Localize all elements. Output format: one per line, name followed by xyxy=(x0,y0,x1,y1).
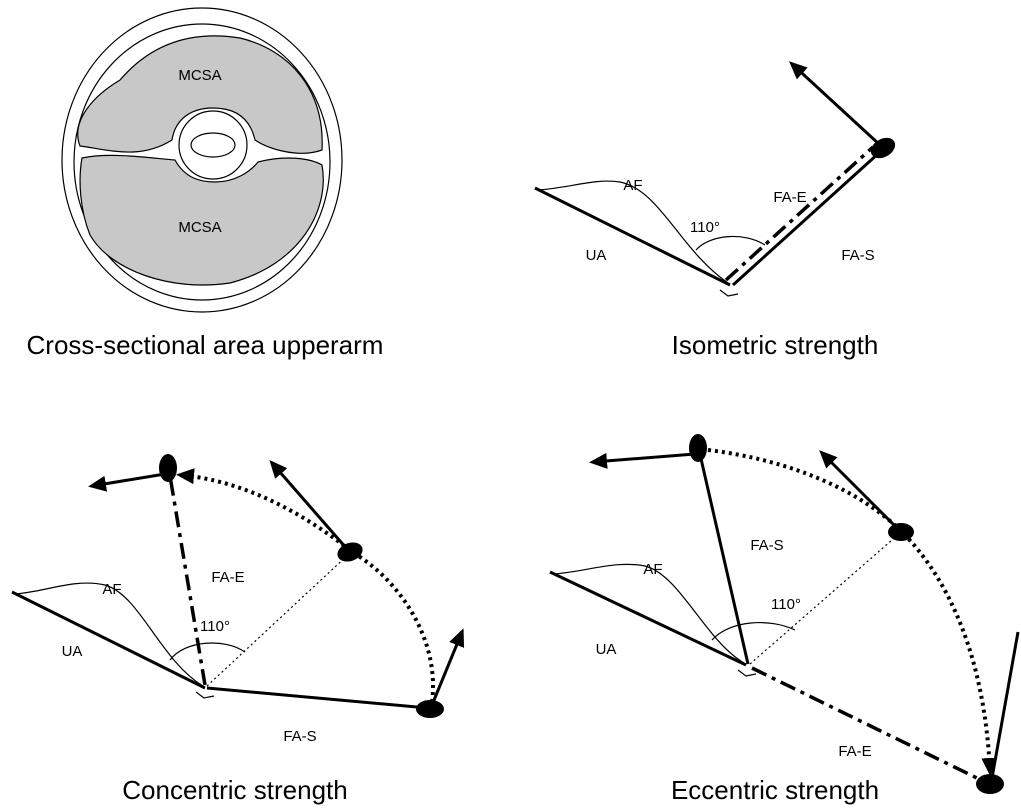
label: FA-S xyxy=(750,537,783,554)
label: AF xyxy=(623,177,642,194)
label: MCSA xyxy=(178,67,221,84)
label: FA-E xyxy=(211,569,244,586)
label: FA-E xyxy=(838,743,871,760)
label: AF xyxy=(102,581,121,598)
cross-section: MCSA MCSA Cross-sectional area upperarm xyxy=(27,7,384,360)
label: FA-S xyxy=(283,728,316,745)
label: 110° xyxy=(690,219,720,236)
label: MCSA xyxy=(178,219,221,236)
concentric: AF FA-E 110° UA FA-S Concentric strength xyxy=(11,454,465,805)
caption: Concentric strength xyxy=(122,775,347,805)
label: 110° xyxy=(771,596,801,613)
label: UA xyxy=(62,643,83,660)
eccentric: AF FA-S 110° UA FA-E Eccentric strength xyxy=(549,434,1020,805)
label: AF xyxy=(643,561,662,578)
caption: Cross-sectional area upperarm xyxy=(27,330,384,360)
label: FA-E xyxy=(773,189,806,206)
label: UA xyxy=(596,641,617,658)
caption: Eccentric strength xyxy=(671,775,879,805)
isometric: AF FA-E 110° UA FA-S Isometric strength xyxy=(534,61,896,360)
label: 110° xyxy=(200,618,230,635)
caption: Isometric strength xyxy=(672,330,879,360)
label: FA-S xyxy=(841,247,874,264)
label: UA xyxy=(586,247,607,264)
